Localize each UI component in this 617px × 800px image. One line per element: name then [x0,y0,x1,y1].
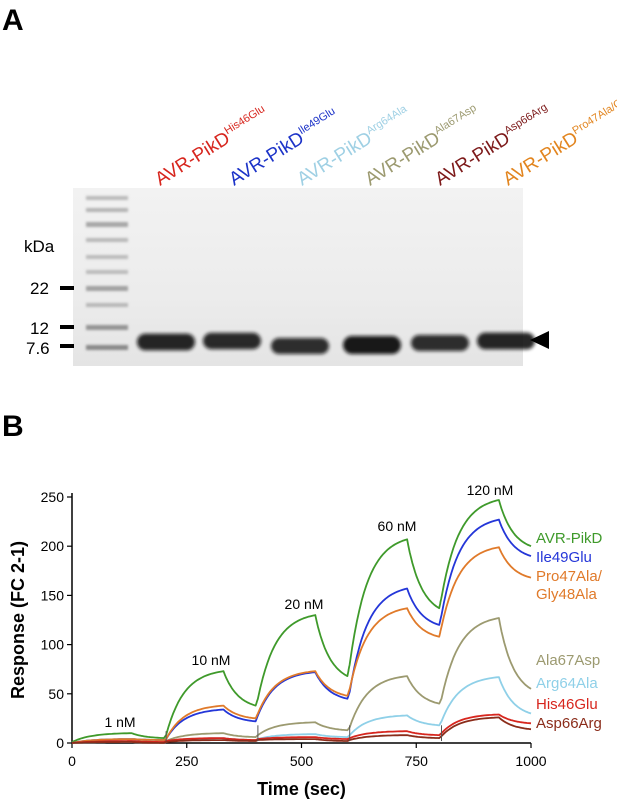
legend-entry: Ile49Glu [536,549,592,566]
lane-label-4: AVR-PikDAla67Asp [361,102,484,190]
x-tick-label: 1000 [515,753,546,769]
panel-b-letter: B [2,410,24,443]
series-line-pro47ala-gly48ala [71,546,532,744]
y-tick-label: 0 [56,735,64,751]
legend-entry: Arg64Ala [536,675,598,692]
y-axis-title: Response (FC 2-1) [8,541,28,699]
band-1 [137,333,195,351]
panel-a-letter: A [2,4,24,37]
protein-bands [137,332,535,354]
lane-label-base: AVR-PikD [226,128,308,190]
legend-entry: AVR-PikD [536,530,603,547]
x-tick-label: 750 [405,753,429,769]
band-3 [271,338,329,354]
x-axis-title: Time (sec) [257,779,346,799]
lane-label-base: AVR-PikD [152,128,234,190]
marker-12-tick [60,325,74,329]
series-line-ile49glu [71,518,532,744]
series-line-ala67asp [71,617,532,744]
concentration-labels: 1 nM 10 nM 20 nM 60 nM 120 nM [104,482,513,730]
chart-series [71,499,532,744]
lane-label-5: AVR-PikDAsp66Arg [431,101,555,190]
series-line-avr-pikd [71,499,532,743]
y-tick-label: 200 [41,538,65,554]
lane-label-base: AVR-PikD [294,128,376,190]
concentration-label: 120 nM [467,482,514,498]
lane-label-variant: Ala67Asp [432,102,478,137]
x-tick-label: 250 [175,753,199,769]
marker-22: 22 [30,279,49,298]
band-2 [203,332,261,350]
lane-label-variant: Ile49Glu [296,105,337,137]
y-tick-label: 250 [41,489,65,505]
x-tick-label: 0 [68,753,76,769]
y-tick-label: 50 [48,686,64,702]
lane-label-base: AVR-PikD [500,128,582,190]
legend-entry: Ala67Asp [536,652,600,669]
marker-7-6: 7.6 [26,339,50,358]
spr-chart: 0 50 100 150 200 250 0 250 500 750 1000 Time (sec) R… [8,482,603,799]
concentration-label: 20 nM [285,596,324,612]
chart-axes: 0 50 100 150 200 250 0 250 500 750 1000 Time (sec) R… [8,489,547,799]
gel-image [73,188,535,366]
legend-entry: Pro47Ala/ [536,568,603,585]
lane-labels: AVR-PikDHis46GluAVR-PikDIle49GluAVR-PikD… [152,76,617,191]
lane-label-variant: Pro47Ala/Gly48Asp [570,76,617,137]
legend-entry: Gly48Ala [536,586,598,603]
band-arrow-icon [530,331,549,349]
chart-legend: AVR-PikD Ile49Glu Pro47Ala/Gly48Ala Ala67As… [536,530,603,732]
marker-12: 12 [30,319,49,338]
marker-7-6-tick [60,344,74,348]
lane-label-base: AVR-PikD [362,128,444,190]
x-tick-label: 500 [290,753,314,769]
concentration-label: 10 nM [192,652,231,668]
lane-label-6: AVR-PikDPro47Ala/Gly48Asp [499,76,617,190]
legend-entry: Asp66Arg [536,715,602,732]
band-5 [411,335,469,351]
lane-label-variant: Arg64Ala [364,103,409,138]
mw-markers: 22 12 7.6 [26,279,74,358]
legend-entry: His46Glu [536,696,598,713]
concentration-label: 1 nM [104,714,135,730]
kda-label: kDa [24,237,55,256]
lane-label-variant: Asp66Arg [502,101,549,137]
y-tick-label: 150 [41,587,65,603]
y-tick-label: 100 [41,637,65,653]
series-line-asp66arg [71,716,532,744]
lane-label-base: AVR-PikD [432,128,514,190]
series-line-arg64ala [71,676,532,744]
ladder-lane [86,196,128,350]
band-6 [477,332,535,350]
concentration-label: 60 nM [378,518,417,534]
marker-22-tick [60,286,74,290]
lane-label-variant: His46Glu [222,103,267,137]
lane-label-3: AVR-PikDArg64Ala [293,103,415,191]
band-4 [343,336,401,354]
